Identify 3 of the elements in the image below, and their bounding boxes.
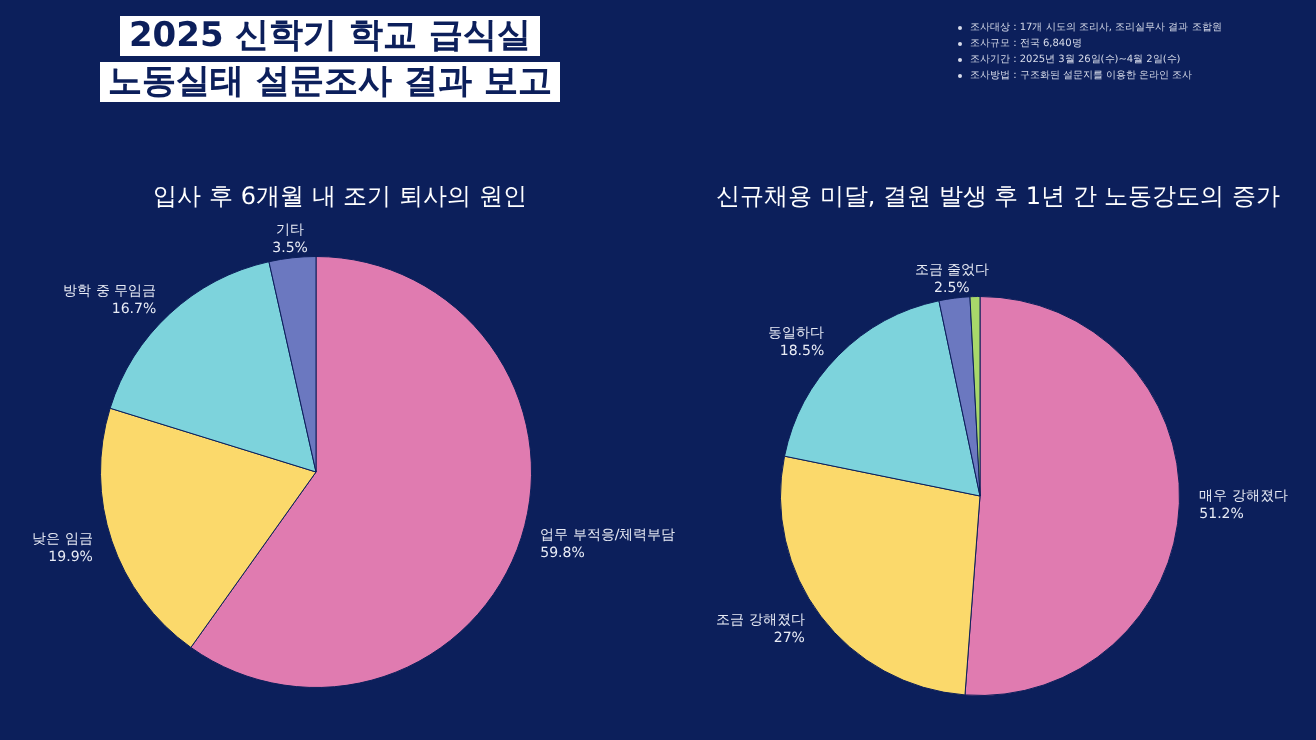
text: 2025 신학기 학교 급식실 노동실태 설문조사 결과 보고	[106, 16, 554, 102]
chart-title: 신규채용 미달, 결원 발생 후 1년 간 노동강도의 증가	[714, 180, 1282, 212]
chart-title: 입사 후 6개월 내 조기 퇴사의 원인	[151, 180, 529, 212]
